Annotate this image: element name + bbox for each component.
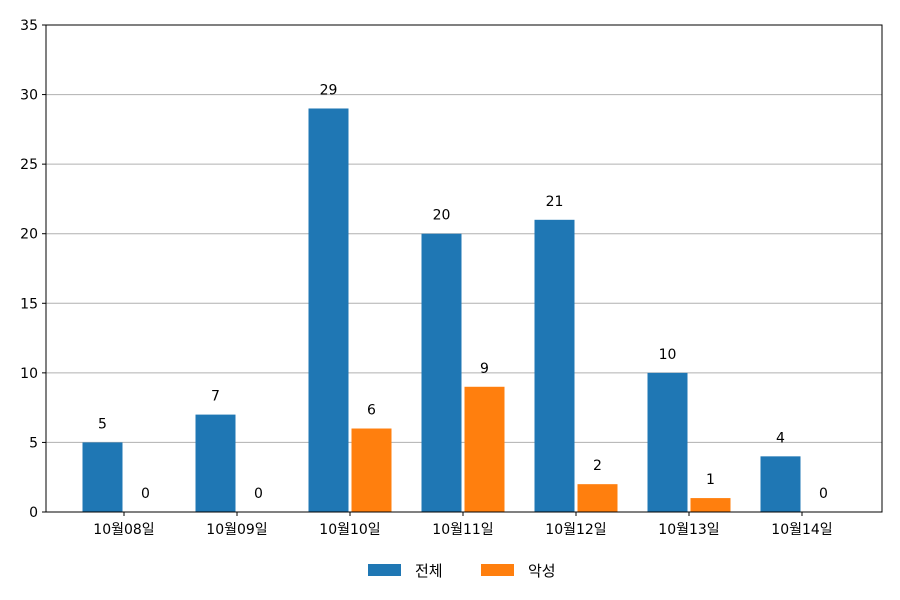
data-label: 21 bbox=[546, 194, 564, 210]
plot-frame bbox=[45, 24, 883, 513]
x-axis: 10월08일 10월09일 10월10일 10월11일 10월12일 10월13일 10월1… bbox=[93, 512, 833, 538]
bar-total bbox=[308, 108, 349, 512]
data-label: 20 bbox=[433, 208, 451, 224]
legend-swatch bbox=[481, 564, 514, 576]
y-tick-label: 15 bbox=[20, 296, 38, 312]
data-label: 6 bbox=[367, 403, 376, 419]
y-tick-label: 25 bbox=[20, 157, 38, 173]
data-label: 1 bbox=[706, 472, 715, 488]
y-axis: 0 5 10 15 20 25 30 35 bbox=[20, 18, 46, 521]
data-label: 29 bbox=[320, 82, 338, 98]
x-tick-label: 10월10일 bbox=[319, 522, 380, 538]
y-tick-label: 5 bbox=[29, 435, 38, 451]
data-label: 0 bbox=[819, 486, 828, 502]
legend-label: 악성 bbox=[528, 562, 556, 580]
bar-malicious bbox=[690, 498, 731, 512]
bar-total bbox=[82, 442, 123, 512]
x-tick-label: 10월09일 bbox=[206, 522, 267, 538]
x-tick-label: 10월12일 bbox=[545, 522, 606, 538]
legend-label: 전체 bbox=[415, 562, 443, 580]
x-tick-label: 10월14일 bbox=[771, 522, 832, 538]
y-tick-label: 35 bbox=[20, 18, 38, 34]
data-label: 0 bbox=[141, 486, 150, 502]
data-label: 4 bbox=[776, 430, 785, 446]
data-label: 0 bbox=[254, 486, 263, 502]
legend: 전체 악성 bbox=[368, 562, 556, 580]
bar-total bbox=[534, 219, 575, 513]
x-tick-label: 10월08일 bbox=[93, 522, 154, 538]
bar-malicious bbox=[464, 386, 505, 512]
y-tick-label: 0 bbox=[29, 505, 38, 521]
bar-total bbox=[647, 372, 688, 512]
data-labels: 5 0 7 0 29 6 20 9 21 2 10 1 4 0 bbox=[98, 82, 828, 502]
data-label: 5 bbox=[98, 416, 107, 432]
bars bbox=[82, 108, 801, 513]
data-label: 9 bbox=[480, 361, 489, 377]
data-label: 7 bbox=[211, 389, 220, 405]
data-label: 2 bbox=[593, 458, 602, 474]
bar-malicious bbox=[351, 428, 392, 512]
bar-total bbox=[421, 233, 462, 512]
x-tick-label: 10월13일 bbox=[658, 522, 719, 538]
y-tick-label: 10 bbox=[20, 366, 38, 382]
grid-lines bbox=[46, 94, 882, 443]
data-label: 10 bbox=[659, 347, 677, 363]
y-tick-label: 30 bbox=[20, 88, 38, 104]
legend-swatch bbox=[368, 564, 401, 576]
bar-total bbox=[760, 456, 801, 512]
y-tick-label: 20 bbox=[20, 227, 38, 243]
x-tick-label: 10월11일 bbox=[432, 522, 493, 538]
bar-total bbox=[195, 414, 236, 512]
bar-malicious bbox=[577, 484, 618, 512]
